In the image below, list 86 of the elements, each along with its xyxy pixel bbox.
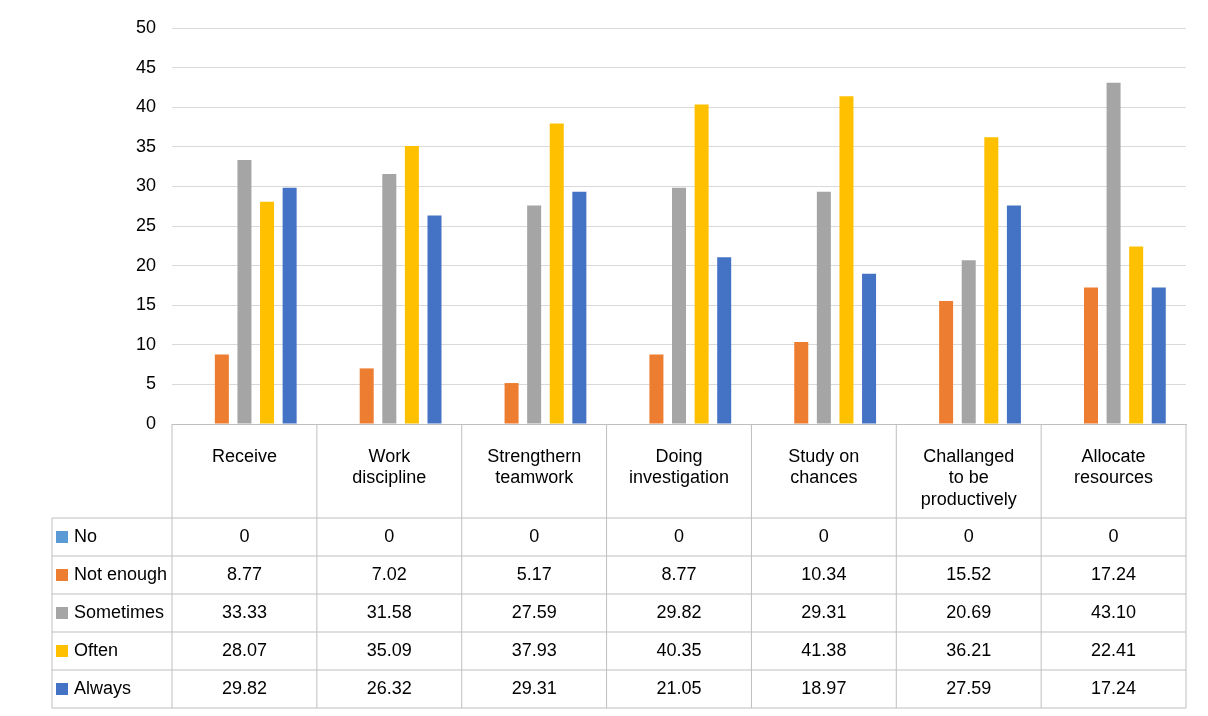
data-label: 43.10: [1091, 601, 1137, 622]
bar: [572, 191, 587, 424]
bar: [527, 205, 542, 424]
y-tick-label: 50: [135, 16, 157, 37]
bar: [794, 342, 809, 424]
bar: [237, 160, 252, 424]
bar: [839, 96, 854, 424]
bar: [649, 354, 664, 424]
data-label: 8.77: [661, 563, 697, 584]
bar: [1106, 82, 1121, 424]
data-label: 29.82: [656, 601, 702, 622]
bar: [427, 215, 442, 424]
x-tick-label: Challanged to be productively: [920, 445, 1017, 509]
data-label: 26.32: [366, 677, 412, 698]
bar: [717, 257, 732, 424]
y-tick-label: 25: [135, 214, 157, 235]
data-label: 37.93: [511, 639, 557, 660]
data-label: 0: [529, 525, 540, 546]
x-tick-label: Study on chances: [788, 445, 860, 488]
data-label: 21.05: [656, 677, 702, 698]
bar: [1151, 287, 1166, 424]
bar: [282, 187, 297, 424]
bar: [1083, 287, 1098, 424]
data-label: 15.52: [946, 563, 992, 584]
data-label: 22.41: [1091, 639, 1137, 660]
bar: [504, 383, 519, 424]
y-tick-label: 0: [146, 412, 157, 433]
data-label: 0: [818, 525, 829, 546]
x-tick-label: Work discipline: [352, 445, 427, 488]
data-label: 28.07: [221, 639, 267, 660]
y-tick-label: 5: [146, 373, 157, 394]
data-label: 36.21: [946, 639, 992, 660]
x-tick-label: Strengthern teamwork: [487, 445, 582, 488]
data-label: 10.34: [801, 563, 847, 584]
data-label: 0: [384, 525, 395, 546]
x-tick-label: Doing investigation: [628, 445, 730, 488]
x-tick-label: Allocate resources: [1074, 445, 1154, 488]
data-label: 7.02: [371, 563, 407, 584]
bar: [1006, 205, 1021, 424]
x-tick-label: Receive: [211, 445, 277, 466]
bar: [404, 146, 419, 424]
y-tick-label: 35: [135, 135, 157, 156]
data-label: 31.58: [366, 601, 412, 622]
y-tick-label: 30: [135, 175, 157, 196]
legend-label: Sometimes: [74, 601, 165, 622]
data-label: 0: [1108, 525, 1119, 546]
data-label: 29.82: [221, 677, 267, 698]
y-tick-label: 10: [135, 333, 157, 354]
bar: [549, 123, 564, 424]
bar: [984, 137, 999, 424]
bar: [816, 191, 831, 424]
data-label: 0: [963, 525, 974, 546]
bar: [939, 301, 954, 424]
bar: [1129, 246, 1144, 424]
bar: [359, 368, 374, 424]
data-label: 8.77: [226, 563, 262, 584]
y-tick-label: 45: [135, 56, 157, 77]
legend-label: Always: [74, 677, 132, 698]
data-label: 18.97: [801, 677, 847, 698]
data-label: 5.17: [516, 563, 552, 584]
bar: [214, 354, 229, 424]
data-label: 29.31: [801, 601, 847, 622]
y-tick-label: 15: [135, 294, 157, 315]
y-tick-label: 20: [135, 254, 157, 275]
data-label: 33.33: [221, 601, 267, 622]
bar: [862, 273, 877, 424]
data-label: 17.24: [1091, 563, 1137, 584]
data-label: 17.24: [1091, 677, 1137, 698]
data-label: 27.59: [511, 601, 557, 622]
legend-label: Not enough: [74, 563, 168, 584]
data-label: 27.59: [946, 677, 992, 698]
y-tick-label: 40: [135, 96, 157, 117]
legend-label: Often: [74, 639, 119, 660]
data-label: 20.69: [946, 601, 992, 622]
bar: [382, 173, 397, 424]
data-label: 0: [674, 525, 685, 546]
data-label: 40.35: [656, 639, 702, 660]
bar: [260, 201, 275, 424]
data-label: 41.38: [801, 639, 847, 660]
bar: [672, 187, 687, 424]
legend-label: No: [74, 525, 98, 546]
data-label: 35.09: [366, 639, 412, 660]
data-label: 0: [239, 525, 250, 546]
bar: [961, 260, 976, 424]
data-label: 29.31: [511, 677, 557, 698]
bar: [694, 104, 709, 424]
